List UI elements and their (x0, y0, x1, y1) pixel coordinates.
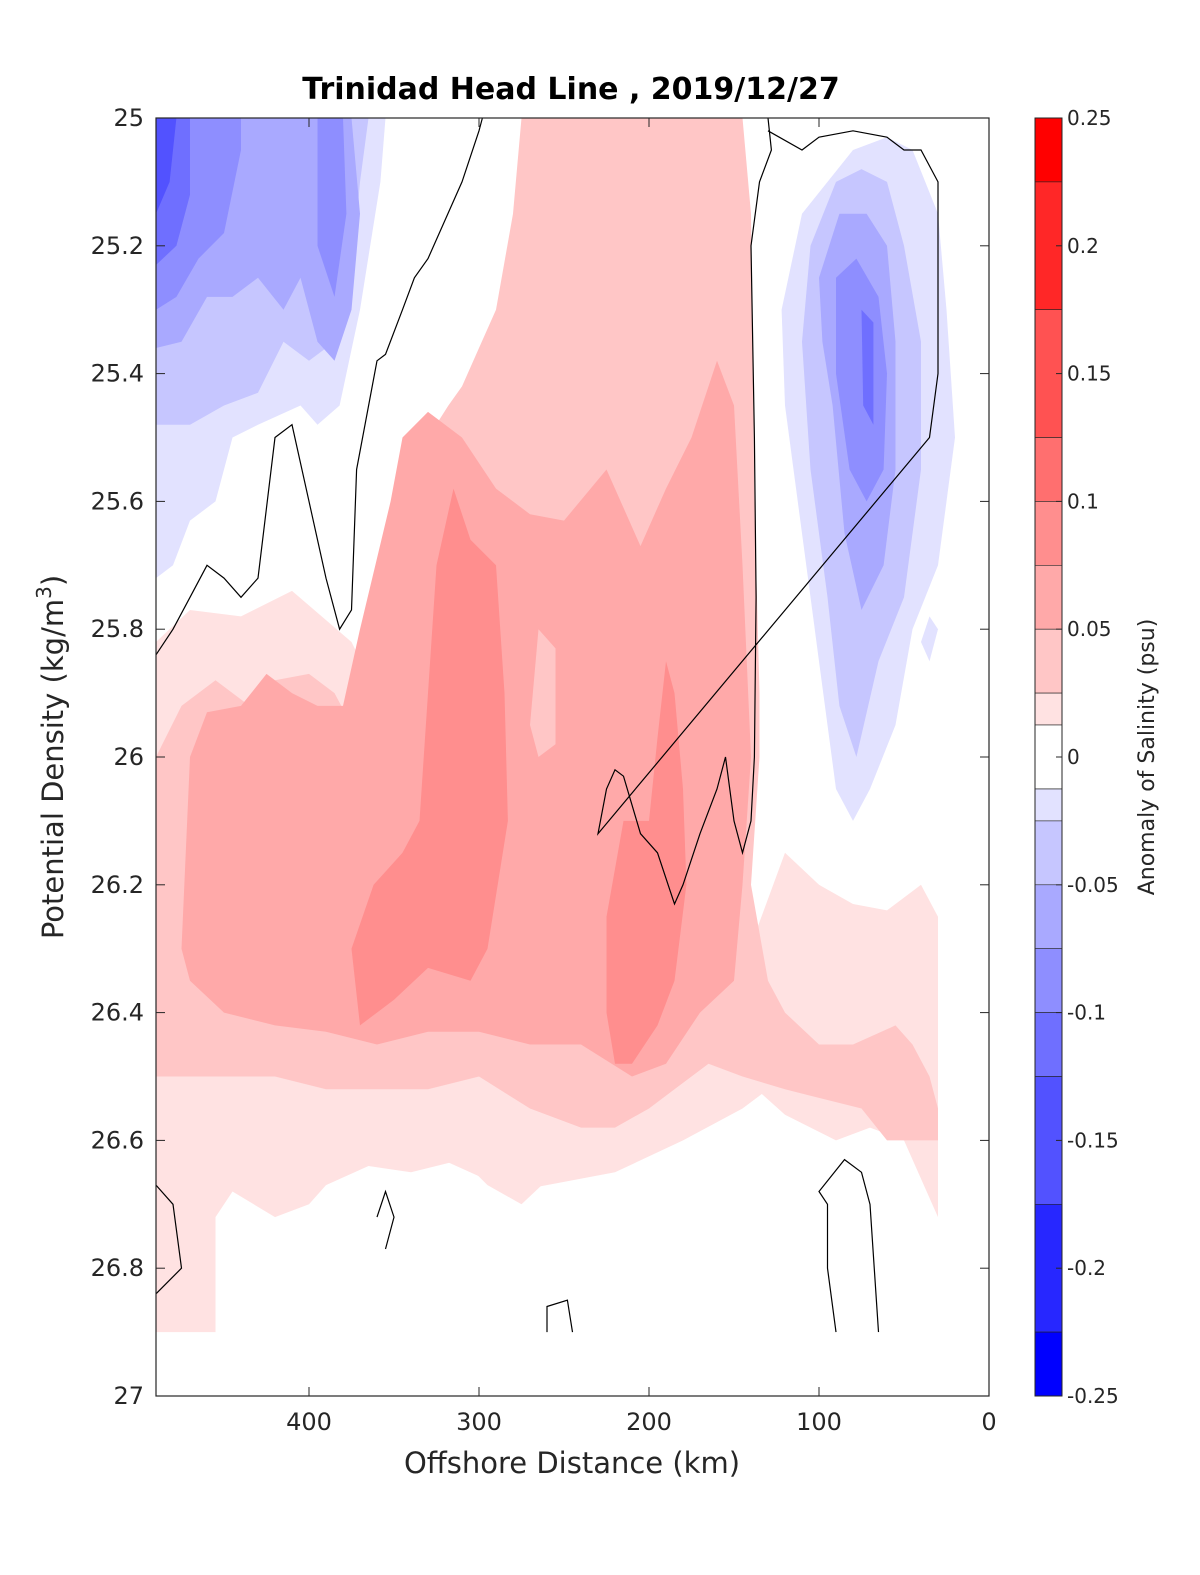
zero-contour-1 (596, 117, 939, 906)
y-axis-label-main: Potential Density (kg/m (36, 599, 70, 939)
colorbar-tick-label: -0.05 (1067, 873, 1119, 897)
zero-contour-lines (155, 117, 939, 1333)
x-axis-label: Offshore Distance (km) (404, 1446, 740, 1480)
colorbar-band (1034, 884, 1063, 949)
y-axis-label: Potential Density (kg/m3) (32, 575, 70, 939)
y-tick-label: 26.4 (91, 999, 144, 1027)
plot-area (155, 117, 990, 1397)
x-tick-label: 100 (796, 1408, 842, 1436)
colorbar-tick-label: -0.15 (1067, 1128, 1119, 1152)
contour-region-pos2-4 (530, 629, 556, 757)
colorbar-band (1034, 692, 1063, 726)
colorbar-band (1034, 501, 1063, 566)
y-tick-label: 26.2 (91, 871, 144, 899)
y-axis: 25 25.2 25.4 25.6 25.8 26 26.2 26.4 26.6 26.8 27 (91, 104, 989, 1410)
zero-contour-5 (546, 1299, 574, 1333)
colorbar-tick-label: 0.15 (1067, 362, 1112, 386)
colorbar-tick-label: 0 (1067, 745, 1080, 769)
y-axis-label-close: ) (36, 575, 70, 586)
contour-region-neg5-19 (861, 309, 874, 425)
y-tick-label: 25.2 (91, 232, 144, 260)
colorbar-ticks: 0.25 0.2 0.15 0.1 0.05 0 -0.05 -0.1 -0.15 -0.2 -0.… (1056, 106, 1119, 1408)
contour-region-neg4-14 (317, 118, 347, 297)
colorbar-tick-label: -0.1 (1067, 1001, 1106, 1025)
colorbar-band (1034, 820, 1063, 886)
y-tick-label: 27 (113, 1382, 144, 1410)
x-tick-label: 300 (456, 1408, 502, 1436)
colorbar-band (1034, 117, 1063, 183)
y-tick-label: 25.6 (91, 487, 144, 515)
zero-contour-0 (155, 117, 483, 656)
colorbar: 0.25 0.2 0.15 0.1 0.05 0 -0.05 -0.1 -0.15 -0.2 -0.… (1034, 106, 1119, 1408)
x-axis: 400 300 200 100 0 (286, 118, 997, 1436)
colorbar-band (1034, 628, 1063, 694)
contour-region-pos4-5 (351, 488, 508, 1026)
x-tick-label: 200 (626, 1408, 672, 1436)
x-tick-label: 400 (286, 1408, 332, 1436)
colorbar-tick-label: 0.1 (1067, 489, 1099, 513)
y-tick-label: 26 (113, 743, 144, 771)
contour-region-neg6-12 (156, 118, 177, 214)
contour-fills (156, 118, 955, 1333)
colorbar-tick-label: 0.2 (1067, 234, 1099, 258)
colorbar-label: Anomaly of Salinity (psu) (1135, 619, 1160, 896)
y-tick-label: 26.6 (91, 1126, 144, 1154)
y-tick-label: 25.8 (91, 615, 144, 643)
x-tick-label: 0 (981, 1408, 996, 1436)
colorbar-band (1034, 1012, 1063, 1077)
contour-region-neg1-20 (921, 616, 938, 662)
y-axis-label-sup: 3 (32, 586, 56, 599)
zero-contour-4 (818, 1158, 880, 1333)
zero-contour-2 (155, 1184, 183, 1295)
colorbar-tick-label: -0.2 (1067, 1256, 1106, 1280)
y-tick-label: 25.4 (91, 360, 144, 388)
zero-contour-3 (376, 1189, 395, 1250)
contour-region-pos4-6 (606, 661, 687, 1064)
colorbar-frame (1034, 117, 1063, 1397)
colorbar-tick-label: 0.05 (1067, 617, 1112, 641)
contour-region-neg4-18 (836, 258, 887, 502)
colorbar-band (1034, 564, 1063, 630)
colorbar-band (1034, 437, 1063, 502)
colorbar-tick-label: 0.25 (1067, 106, 1112, 130)
colorbar-band (1034, 1331, 1063, 1397)
colorbar-tick-label: -0.25 (1067, 1384, 1119, 1408)
chart-title: Trinidad Head Line , 2019/12/27 (302, 72, 839, 107)
y-tick-label: 26.8 (91, 1254, 144, 1282)
y-tick-label: 25 (113, 104, 144, 132)
colorbar-band (1034, 788, 1063, 822)
colorbar-band (1034, 948, 1063, 1013)
